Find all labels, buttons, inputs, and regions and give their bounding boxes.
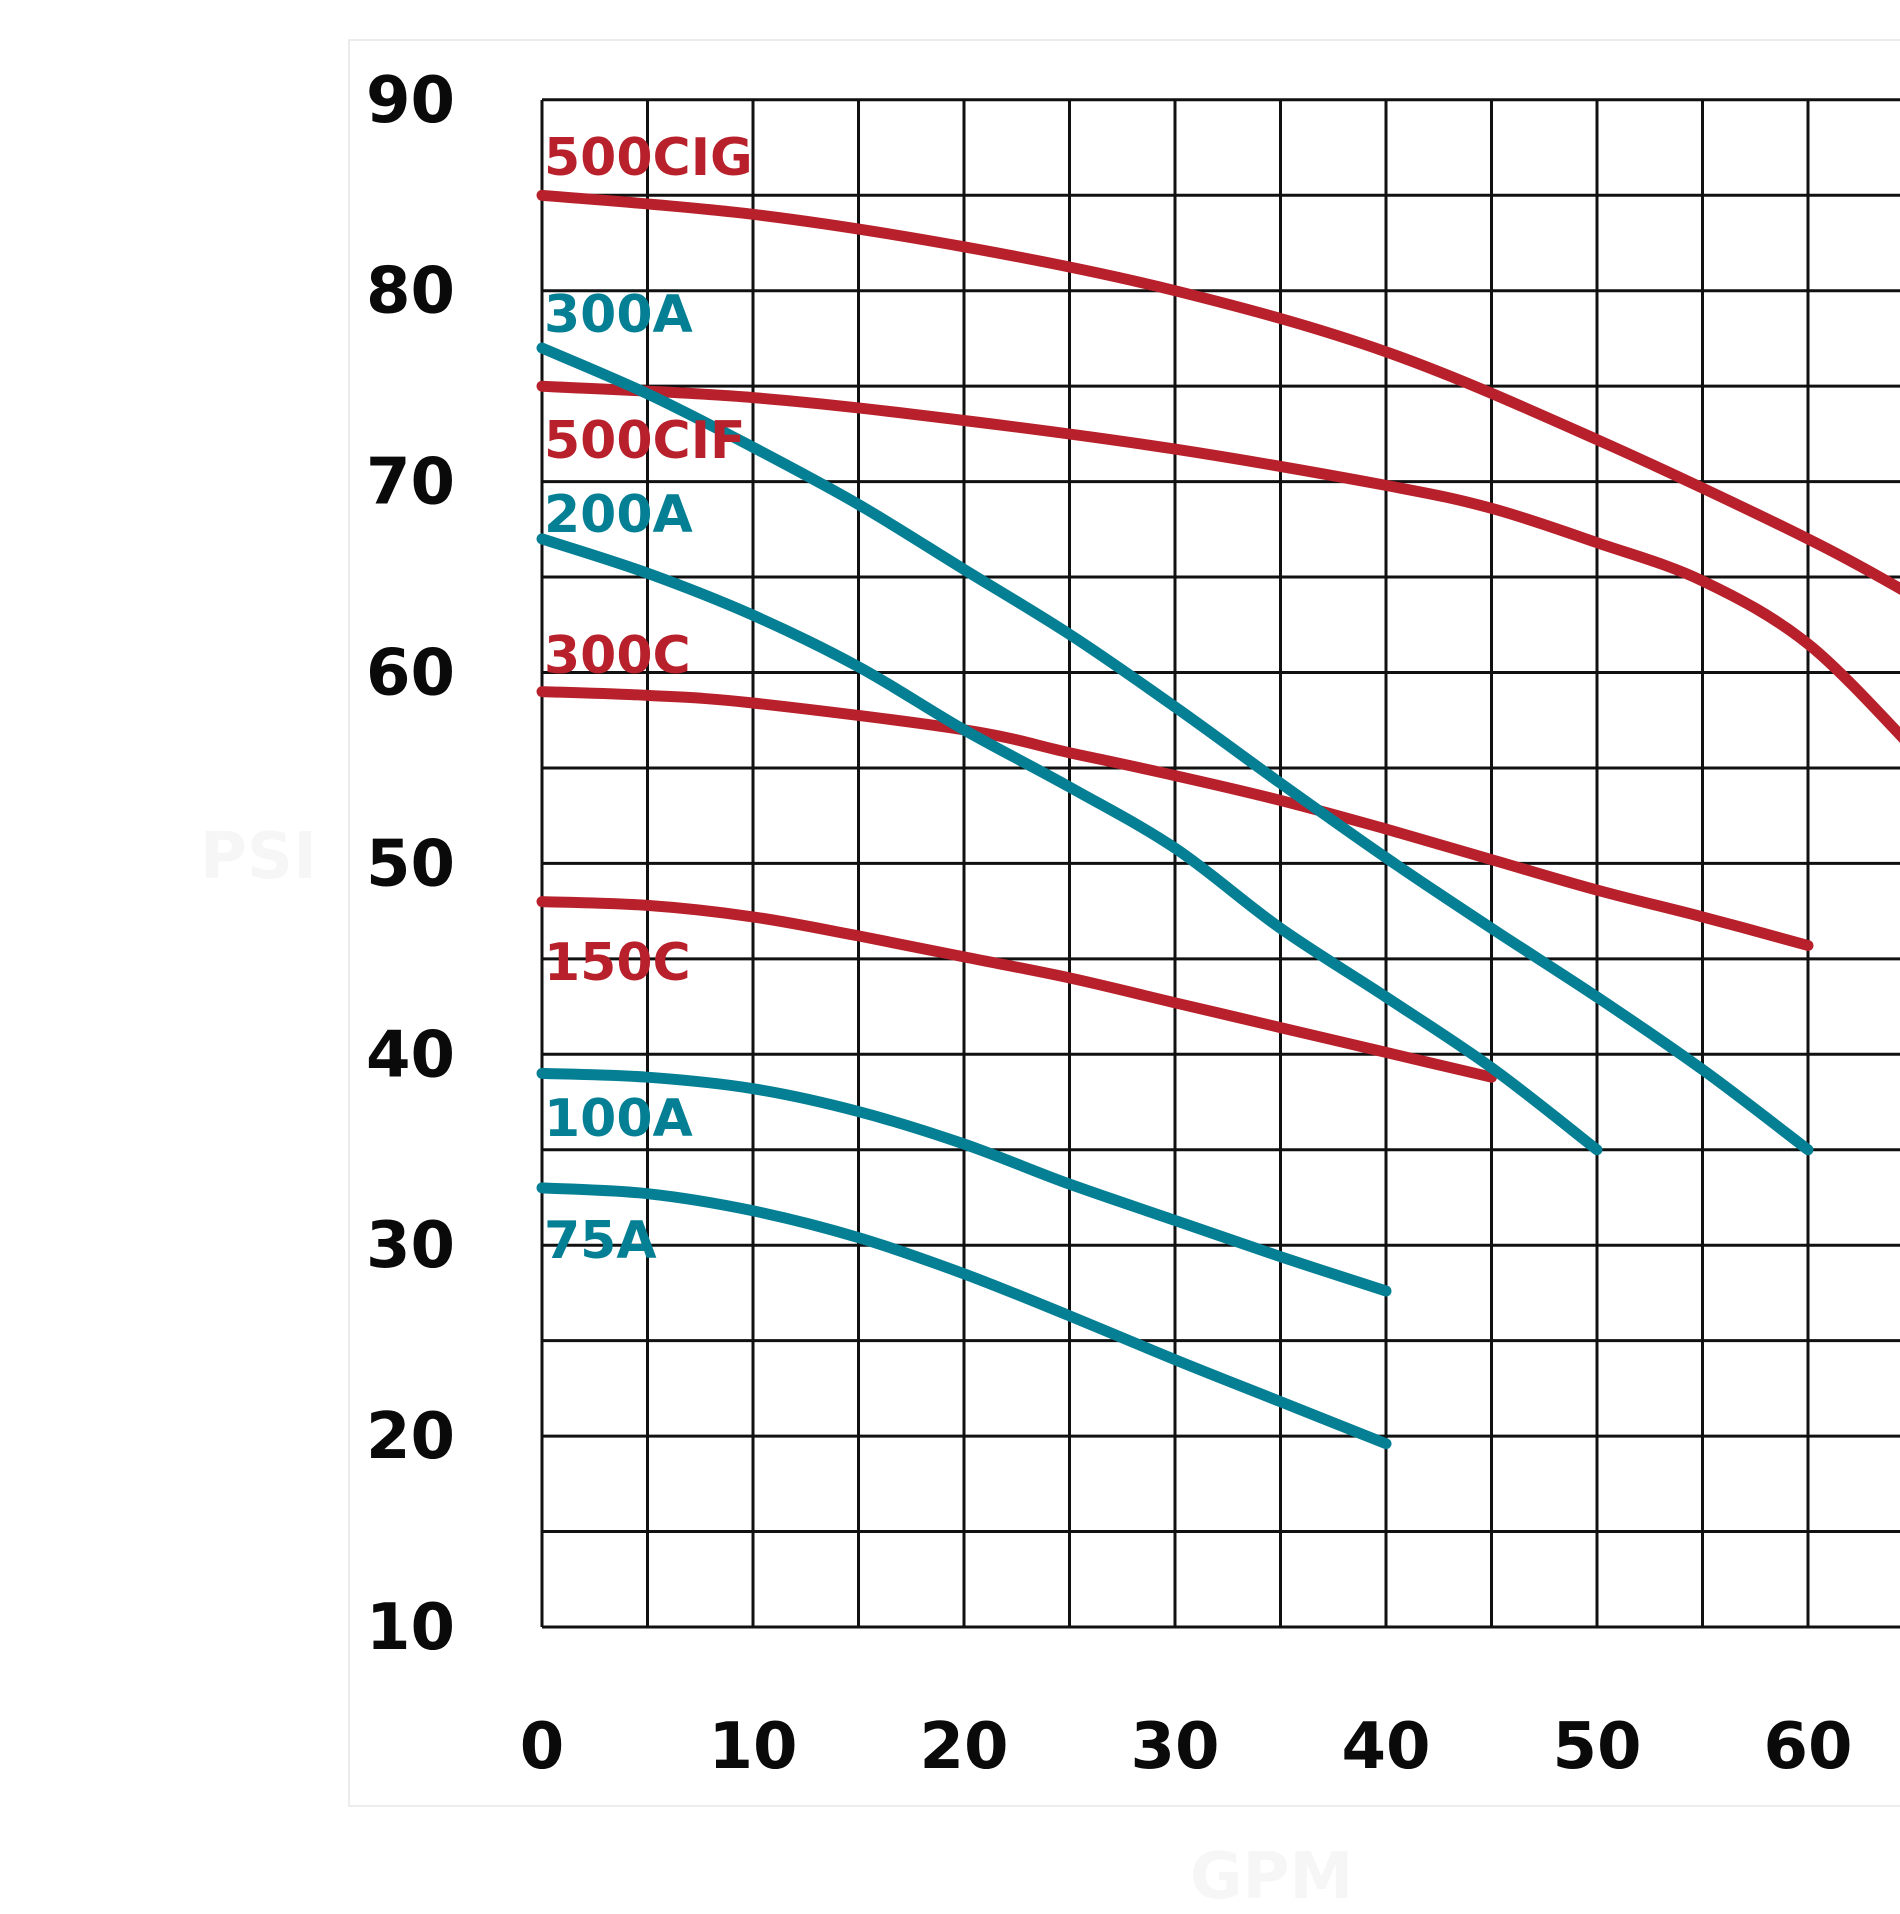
x-tick-label: 30 bbox=[1130, 1710, 1219, 1784]
series-100a-line bbox=[536, 1067, 1392, 1297]
series-500cig-label: 500CIG bbox=[544, 128, 753, 188]
chart-frame bbox=[348, 39, 1900, 1807]
series-75a-label: 75A bbox=[544, 1211, 657, 1271]
x-tick-label: 60 bbox=[1763, 1710, 1852, 1784]
series-300c-line bbox=[536, 686, 1814, 951]
x-tick-label: 50 bbox=[1552, 1710, 1641, 1784]
series-300a-line bbox=[536, 342, 1814, 1156]
series-500cig-line bbox=[536, 189, 1900, 595]
y-axis-title: PSI bbox=[200, 820, 317, 894]
series-150c-line bbox=[536, 896, 1497, 1083]
series bbox=[536, 189, 1900, 1450]
y-tick-label: 80 bbox=[366, 255, 455, 329]
y-tick-label: 90 bbox=[366, 64, 455, 138]
x-tick-label: 10 bbox=[708, 1710, 797, 1784]
series-75a-line bbox=[536, 1182, 1392, 1450]
series-150c-label: 150C bbox=[544, 933, 691, 993]
series-300c-label: 300C bbox=[544, 626, 691, 686]
series-100a-label: 100A bbox=[544, 1089, 693, 1149]
y-axis-ticks: 10 20 30 40 50 60 70 80 90 bbox=[366, 64, 455, 1665]
series-200a-line bbox=[536, 533, 1603, 1156]
series-labels: 500CIG 500CIF 300C 150C 300A 200A 100A 75A bbox=[544, 128, 753, 1271]
x-axis-ticks: 0 10 20 30 40 50 60 bbox=[520, 1710, 1853, 1784]
y-tick-label: 70 bbox=[366, 446, 455, 520]
y-tick-label: 10 bbox=[366, 1591, 455, 1665]
y-tick-label: 40 bbox=[366, 1018, 455, 1092]
x-tick-label: 20 bbox=[919, 1710, 1008, 1784]
x-tick-label: 40 bbox=[1341, 1710, 1430, 1784]
y-tick-label: 20 bbox=[366, 1400, 455, 1474]
series-500cif-label: 500CIF bbox=[544, 411, 746, 471]
y-tick-label: 60 bbox=[366, 637, 455, 711]
y-tick-label: 30 bbox=[366, 1209, 455, 1283]
series-200a-label: 200A bbox=[544, 485, 693, 545]
y-tick-label: 50 bbox=[366, 827, 455, 901]
series-500cif-line bbox=[536, 380, 1900, 743]
x-tick-label: 0 bbox=[520, 1710, 565, 1784]
series-300a-label: 300A bbox=[544, 285, 693, 345]
x-axis-title: GPM bbox=[1190, 1840, 1354, 1914]
